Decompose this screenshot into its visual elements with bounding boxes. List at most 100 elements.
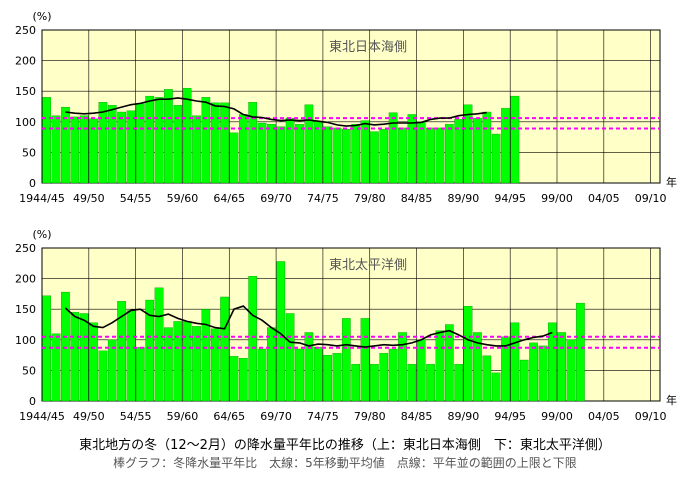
bar — [145, 95, 155, 184]
bar — [201, 97, 211, 184]
x-tick-label: 54/55 — [120, 192, 152, 205]
x-tick-label: 79/80 — [354, 410, 386, 423]
bar — [304, 332, 314, 402]
x-tick-label: 84/85 — [401, 410, 433, 423]
bar — [341, 128, 351, 184]
x-tick-label: 49/50 — [73, 410, 105, 423]
moving-average-line — [64, 305, 553, 348]
x-tick-label: 1944/45 — [19, 192, 65, 205]
x-tick-label: 64/65 — [213, 410, 245, 423]
y-tick-label: 250 — [15, 242, 36, 255]
bar — [341, 318, 351, 402]
bar — [295, 348, 304, 402]
bar — [154, 287, 164, 402]
bar — [51, 333, 61, 402]
x-tick-label: 99/00 — [541, 410, 573, 423]
bar — [79, 313, 89, 402]
bar — [398, 332, 407, 402]
bar — [117, 301, 126, 402]
bar — [454, 364, 464, 402]
bar — [135, 103, 145, 184]
bar — [519, 359, 529, 402]
x-tick-label: 94/95 — [494, 410, 526, 423]
panel-title: 東北太平洋側 — [329, 257, 407, 273]
bar — [482, 355, 492, 402]
bar — [444, 124, 454, 184]
bar — [454, 119, 464, 184]
x-tick-label: 59/60 — [167, 410, 199, 423]
bar — [126, 310, 136, 402]
bar — [107, 105, 117, 184]
bar — [98, 350, 108, 402]
bar — [435, 127, 445, 184]
bar — [529, 342, 538, 402]
bar — [351, 364, 361, 402]
bar — [61, 291, 70, 402]
bar — [313, 121, 323, 184]
bar — [70, 312, 80, 402]
bar — [388, 112, 398, 184]
bar — [285, 313, 295, 402]
bar — [126, 110, 136, 184]
bar — [360, 120, 370, 184]
bar — [192, 326, 201, 402]
bar — [510, 95, 520, 184]
bar — [407, 114, 417, 184]
bar — [379, 353, 389, 402]
x-tick-label: 1944/45 — [19, 410, 65, 423]
panel-title: 東北日本海側 — [329, 39, 407, 55]
bar — [173, 321, 183, 402]
bar — [98, 102, 108, 184]
bar — [388, 348, 398, 402]
y-tick-label: 50 — [22, 364, 36, 377]
x-tick-label: 84/85 — [401, 192, 433, 205]
bar — [257, 122, 267, 184]
bar — [107, 339, 117, 402]
x-tick-label: 64/65 — [213, 192, 245, 205]
x-tick-label: 89/90 — [448, 192, 480, 205]
bar — [566, 339, 576, 402]
y-tick-label: 50 — [22, 146, 36, 159]
bar — [491, 372, 501, 402]
chart-panel-2: 0 50 100 150 200 250 1944/45 49/50 54/55 59/60 64/… — [15, 228, 677, 423]
bar — [276, 126, 286, 184]
bar — [491, 133, 501, 184]
bar — [547, 322, 557, 402]
bar — [435, 330, 445, 402]
bar — [576, 302, 585, 402]
x-tick-label: 99/00 — [541, 192, 573, 205]
bar — [313, 346, 323, 402]
bar — [426, 364, 435, 402]
bar — [164, 89, 173, 184]
x-tick-label: 69/70 — [260, 410, 292, 423]
bar — [426, 127, 435, 184]
x-tick-label: 04/05 — [588, 192, 620, 205]
bar — [295, 124, 304, 184]
bar — [210, 328, 220, 402]
y-tick-label: 100 — [15, 334, 36, 347]
bar — [538, 345, 548, 402]
y-tick-label: 150 — [15, 303, 36, 316]
bar — [192, 115, 201, 184]
y-tick-label: 100 — [15, 116, 36, 129]
bar — [463, 305, 473, 402]
bar — [229, 356, 239, 402]
x-tick-label: 74/75 — [307, 410, 339, 423]
bar — [473, 332, 482, 402]
bar — [332, 127, 342, 184]
y-tick-label: 0 — [29, 395, 36, 408]
bar — [220, 296, 229, 402]
bar — [164, 327, 173, 402]
bar — [501, 108, 510, 184]
bar — [238, 114, 248, 184]
x-tick-label: 74/75 — [307, 192, 339, 205]
x-tick-label: 49/50 — [73, 192, 105, 205]
bar — [444, 324, 454, 402]
bar — [370, 364, 379, 402]
x-tick-label: 54/55 — [120, 410, 152, 423]
x-tick-label: 04/05 — [588, 410, 620, 423]
y-tick-label: 200 — [15, 55, 36, 68]
bar — [463, 104, 473, 184]
